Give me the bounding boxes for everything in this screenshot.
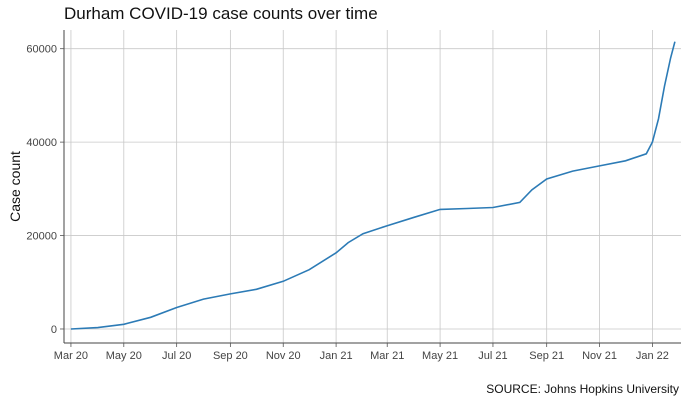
y-tick-label: 20000	[26, 231, 57, 243]
x-tick-label: Nov 20	[266, 350, 301, 362]
x-tick-label: Sep 21	[529, 350, 564, 362]
x-tick-label: Mar 21	[370, 350, 404, 362]
x-tick-label: Nov 21	[582, 350, 617, 362]
x-tick-label: Mar 20	[54, 350, 88, 362]
y-tick-label: 40000	[26, 137, 57, 149]
series-line	[70, 41, 676, 330]
chart-title: Durham COVID-19 case counts over time	[64, 4, 378, 23]
x-tick-label: May 20	[106, 350, 142, 362]
x-axis-ticks: Mar 20 May 20 Jul 20 Sep 20 Nov 20 Jan 21 Mar …	[54, 343, 669, 362]
y-tick-label: 60000	[26, 44, 57, 56]
x-tick-label: Jul 20	[162, 350, 191, 362]
y-tick-label: 0	[51, 324, 57, 336]
x-tick-label: Jan 21	[320, 350, 353, 362]
y-axis-ticks: 0 20000 40000 60000	[26, 44, 64, 336]
x-tick-label: May 21	[422, 350, 458, 362]
gridlines	[64, 30, 681, 343]
x-tick-label: Sep 20	[213, 350, 248, 362]
y-axis-title: Case count	[7, 151, 23, 222]
x-tick-label: Jan 22	[636, 350, 669, 362]
axes	[63, 30, 681, 344]
x-tick-label: Jul 21	[478, 350, 507, 362]
source-caption: SOURCE: Johns Hopkins University	[486, 382, 679, 396]
